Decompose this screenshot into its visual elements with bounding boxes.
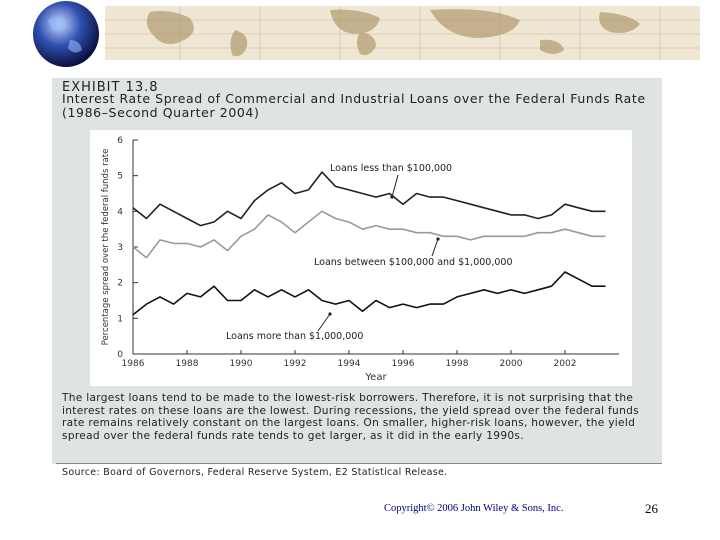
annotation-arrow: [431, 238, 439, 257]
map-land: [146, 9, 640, 57]
chart-title: Interest Rate Spread of Commercial and I…: [62, 91, 646, 120]
annotation-arrow: [317, 313, 331, 332]
y-tick-label: 6: [117, 136, 123, 146]
divider: [56, 463, 662, 464]
x-tick-label: 1990: [230, 359, 253, 369]
x-tick-label: 1998: [446, 359, 469, 369]
series-line: [132, 171, 606, 227]
annotation-arrow-head: [390, 195, 394, 199]
slide-banner: [33, 1, 700, 67]
exhibit-label: EXHIBIT 13.8: [62, 80, 159, 95]
series-annotation: Loans between $100,000 and $1,000,000: [314, 257, 512, 268]
x-tick-label: 1994: [338, 359, 361, 369]
x-tick-label: 1992: [284, 359, 307, 369]
y-tick-label: 0: [117, 350, 123, 360]
series-annotation: Loans less than $100,000: [330, 163, 452, 174]
y-axis-label: Percentage spread over the federal funds…: [101, 149, 111, 346]
globe: [33, 1, 99, 67]
source: Source: Board of Governors, Federal Rese…: [62, 467, 448, 478]
globe-land: [48, 17, 82, 53]
annotation-arrow-head: [328, 312, 332, 316]
y-tick-label: 2: [117, 279, 123, 289]
series-annotation: Loans more than $1,000,000: [226, 331, 363, 342]
y-tick-label: 3: [117, 243, 123, 253]
x-tick-label: 2002: [554, 359, 577, 369]
annotation-arrow: [391, 174, 399, 198]
y-tick-label: 1: [117, 314, 123, 324]
chart-area: [90, 130, 632, 386]
series-line: [132, 271, 606, 316]
x-axis-label: Year: [364, 372, 387, 383]
series-line: [132, 210, 606, 259]
page-number: 26: [645, 501, 658, 516]
caption: The largest loans tend to be made to the…: [62, 392, 639, 442]
x-tick-label: 1988: [176, 359, 199, 369]
copyright: Copyright© 2006 John Wiley & Sons, Inc.: [384, 503, 564, 514]
annotation-arrow-head: [436, 237, 440, 241]
y-tick-label: 4: [117, 207, 123, 217]
x-tick-label: 1986: [122, 359, 145, 369]
y-tick-label: 5: [117, 172, 123, 182]
x-tick-label: 1996: [392, 359, 415, 369]
x-tick-label: 2000: [500, 359, 523, 369]
